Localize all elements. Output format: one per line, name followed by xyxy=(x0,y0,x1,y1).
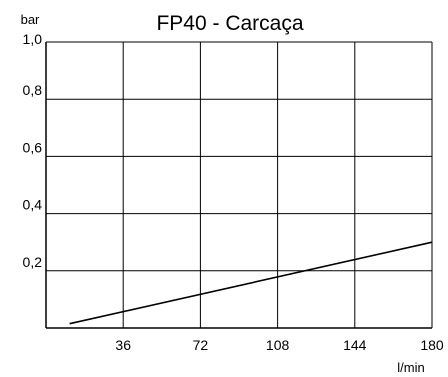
x-tick-label-4: 180 xyxy=(420,337,444,353)
x-tick-label-3: 144 xyxy=(343,337,367,353)
x-tick-label-1: 72 xyxy=(193,337,209,353)
tick-labels: 36 72 108 144 180 0,2 0,4 0,6 0,8 1,0 xyxy=(23,31,444,353)
x-tick-label-2: 108 xyxy=(266,337,290,353)
x-axis-label: l/min xyxy=(397,360,424,375)
y-tick-label-1: 0,4 xyxy=(23,197,43,213)
series-line-0 xyxy=(69,241,433,325)
series xyxy=(69,241,433,325)
y-tick-label-0: 0,2 xyxy=(23,254,43,270)
y-tick-label-2: 0,6 xyxy=(23,139,43,155)
chart-title: FP40 - Carcaça xyxy=(156,12,303,35)
grid xyxy=(46,42,432,328)
axes xyxy=(45,41,433,329)
x-tick-label-0: 36 xyxy=(115,337,131,353)
y-tick-label-4: 1,0 xyxy=(23,31,43,47)
y-axis-label: bar xyxy=(21,12,40,27)
y-tick-label-3: 0,8 xyxy=(23,82,43,98)
